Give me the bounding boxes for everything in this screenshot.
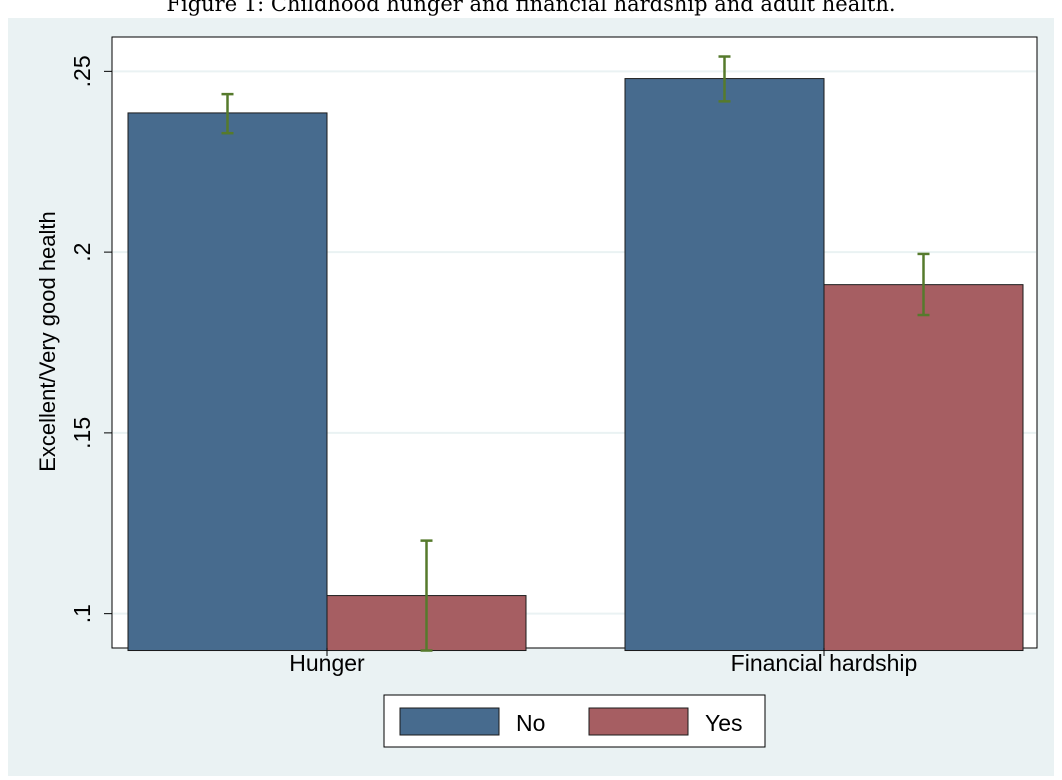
legend-swatch-yes <box>588 707 689 736</box>
y-axis-title: Excellent/Very good health <box>35 211 60 472</box>
bar-no <box>127 112 328 652</box>
y-tick-label: .25 <box>69 55 95 87</box>
legend-label-no: No <box>516 710 545 736</box>
x-category-label: Hunger <box>289 650 365 676</box>
x-category-label: Financial hardship <box>731 650 918 676</box>
bar-yes <box>823 284 1024 652</box>
legend <box>383 694 766 748</box>
y-tick-label: .15 <box>69 417 95 449</box>
figure-title: Figure 1: Childhood hunger and financial… <box>166 0 896 16</box>
legend-label-yes: Yes <box>705 710 743 736</box>
bar-no <box>624 78 825 652</box>
legend-swatch-no <box>399 707 500 736</box>
y-tick-label: .2 <box>69 243 95 262</box>
y-tick-label: .1 <box>69 604 95 623</box>
